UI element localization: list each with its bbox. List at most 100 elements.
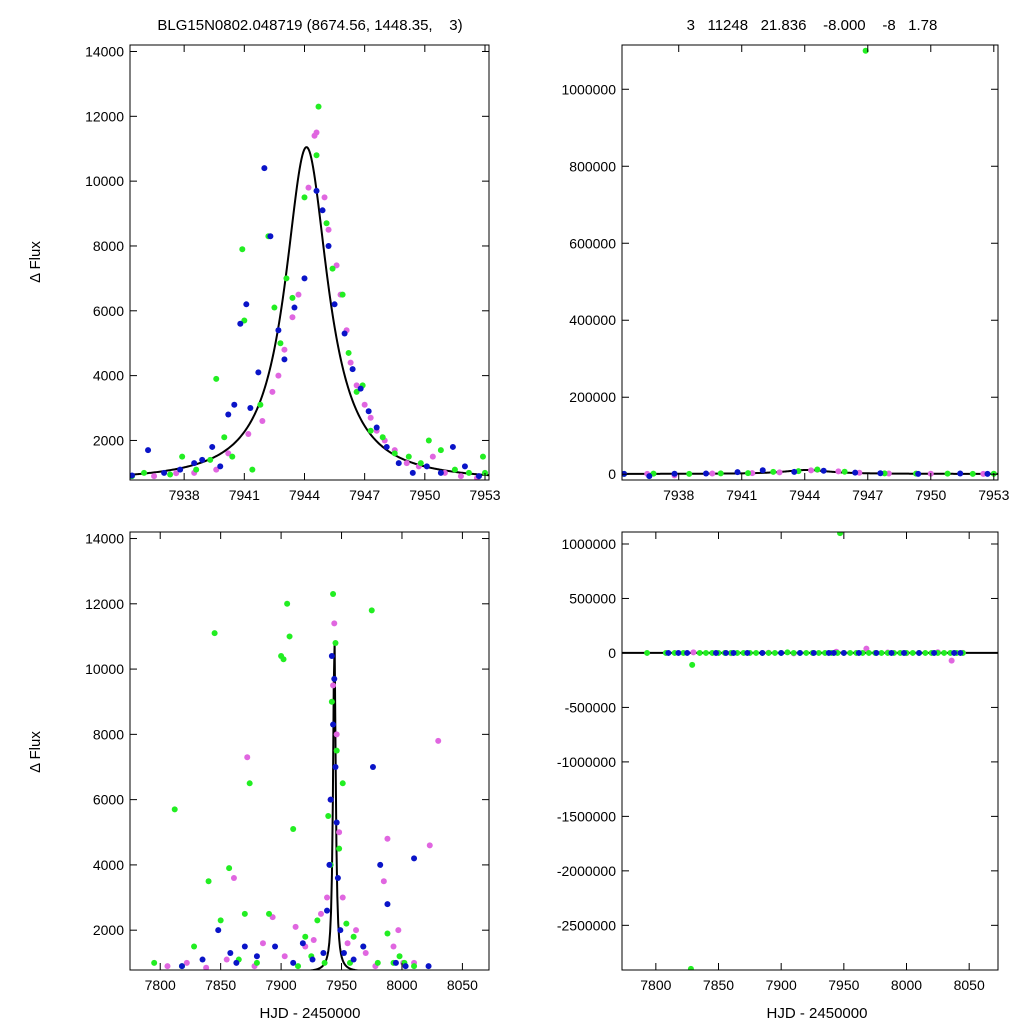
top-left-panel: 7938 7941 7944 7947 7950 7953 2000 4000 6000 8000… — [85, 43, 501, 503]
y-tick-label: 8000 — [93, 238, 124, 254]
data-point — [702, 649, 709, 656]
data-point — [269, 388, 276, 395]
data-point — [227, 950, 234, 957]
data-point — [213, 466, 220, 473]
data-point — [881, 470, 888, 477]
data-point — [877, 470, 884, 477]
data-point — [841, 468, 848, 475]
data-point — [226, 865, 233, 872]
data-point — [411, 963, 418, 970]
data-point — [290, 826, 297, 832]
data-point — [313, 152, 320, 159]
y-tick-label: 200000 — [569, 389, 616, 405]
data-point — [334, 874, 341, 881]
data-point — [243, 301, 250, 308]
data-point — [465, 469, 472, 476]
data-point — [941, 649, 948, 656]
data-point — [969, 470, 976, 477]
data-point — [207, 456, 214, 463]
plot-frame — [621, 531, 999, 971]
data-point — [233, 959, 240, 966]
data-point — [771, 649, 778, 656]
data-point — [310, 936, 317, 943]
data-point — [745, 470, 752, 477]
data-point — [403, 460, 410, 467]
series-2 — [622, 467, 991, 480]
series-1 — [151, 591, 418, 970]
data-point — [365, 408, 372, 415]
data-point — [313, 129, 320, 136]
data-point — [689, 661, 696, 668]
data-point — [948, 657, 955, 664]
data-point — [361, 401, 368, 408]
data-point — [145, 447, 152, 454]
x-tick-label: 7944 — [789, 487, 820, 503]
y-tick-label: 4000 — [93, 857, 124, 873]
x-tick-label: 7947 — [349, 487, 380, 503]
data-point — [171, 806, 178, 813]
x-tick-label: 7850 — [703, 977, 734, 993]
data-point — [241, 943, 248, 950]
data-point — [475, 473, 482, 480]
data-point — [646, 473, 653, 480]
data-point — [309, 956, 316, 963]
data-point — [687, 965, 694, 970]
y-tick-label: 500000 — [569, 590, 616, 606]
data-point — [336, 845, 343, 852]
data-point — [671, 470, 678, 477]
data-point — [451, 466, 458, 473]
data-point — [324, 894, 331, 901]
data-point — [784, 649, 791, 656]
series-0 — [164, 620, 442, 970]
data-point — [402, 963, 409, 970]
data-point — [319, 207, 326, 214]
data-point — [778, 649, 785, 656]
data-point — [245, 430, 252, 437]
data-point — [221, 434, 228, 441]
data-point — [984, 470, 991, 477]
plot-frame — [129, 531, 490, 971]
x-tick-label: 8000 — [386, 977, 417, 993]
data-point — [299, 940, 306, 947]
bottom-right-xlabel: HJD - 2450000 — [767, 1005, 868, 1022]
data-point — [429, 453, 436, 460]
bottom-right-panel: 7800 7850 7900 7950 8000 8050 1000000 500000 0 -5… — [557, 531, 999, 993]
data-point — [709, 470, 716, 477]
y-tick-label: 2000 — [93, 922, 124, 938]
data-point — [384, 901, 391, 908]
x-tick-label: 7938 — [663, 487, 694, 503]
x-tick-label: 7944 — [289, 487, 320, 503]
y-tick-label: -1500000 — [557, 808, 616, 824]
data-point — [396, 953, 403, 960]
data-point — [321, 194, 328, 201]
data-point — [211, 630, 218, 637]
data-point — [275, 327, 282, 334]
data-point — [205, 878, 212, 885]
data-point — [241, 910, 248, 917]
data-point — [837, 532, 844, 537]
left-header-title: BLG15N0802.048719 (8674.56, 1448.35, 3) — [157, 17, 462, 34]
data-point — [275, 372, 282, 379]
data-point — [340, 950, 347, 957]
data-point — [141, 469, 148, 476]
data-point — [353, 388, 360, 395]
right-header-title: 3 11248 21.836 -8.000 -8 1.78 — [687, 17, 938, 34]
data-point — [337, 927, 344, 934]
bottom-left-xlabel: HJD - 2450000 — [260, 1005, 361, 1022]
data-point — [713, 649, 719, 656]
data-point — [373, 424, 380, 431]
y-tick-label: 12000 — [85, 108, 124, 124]
data-point — [449, 443, 456, 450]
data-point — [395, 460, 402, 467]
data-point — [286, 633, 293, 640]
data-point — [339, 291, 346, 298]
x-tick-label: 7900 — [766, 977, 797, 993]
data-point — [281, 346, 288, 353]
data-point — [280, 656, 287, 663]
data-point — [703, 470, 710, 477]
data-point — [349, 366, 356, 373]
data-point — [362, 950, 369, 957]
data-point — [461, 463, 468, 470]
y-tick-label: 600000 — [569, 235, 616, 251]
data-point — [315, 103, 322, 110]
